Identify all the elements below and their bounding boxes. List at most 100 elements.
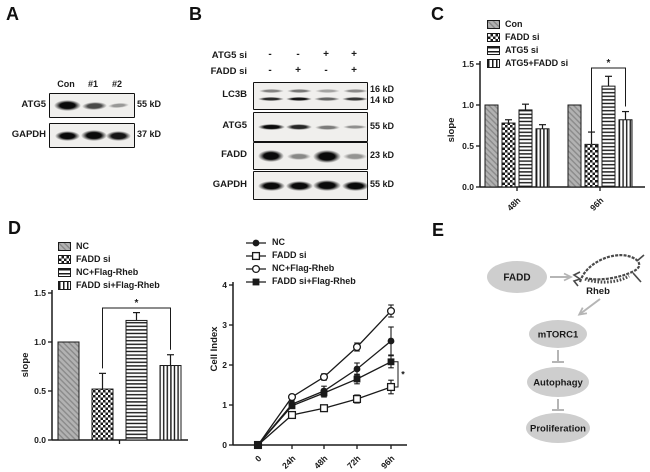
open-square-marker [319,404,329,413]
protein-band [285,180,313,191]
panel-b-letter: B [189,4,202,24]
legend-label: FADD si [505,32,540,42]
condition-sign: + [295,65,301,76]
filled-square-legend-marker [246,278,266,285]
x-axis-tick-label: 72h [345,453,362,470]
significance-star: * [135,298,139,309]
open-square-marker [386,382,396,392]
x-axis-tick-label: 96h [379,453,396,470]
legend-label: FADD si [272,250,307,260]
open-square-marker [352,394,362,404]
protein-band [107,102,129,109]
x-axis-tick-label: 48h [312,453,329,470]
molecular-weight-label: 55 kD [370,179,395,189]
panel-a-letter: A [6,4,19,24]
panel-c-letter: C [431,4,444,24]
legend-item: NC+Flag-Rheb [245,264,356,273]
significance-star: * [607,58,611,69]
significance-bracket [394,361,399,388]
hatch-pattern-swatch [58,242,71,251]
protein-band [286,124,312,130]
condition-sign: + [323,49,329,60]
filled-square-marker [254,441,262,449]
significance-bracket [591,67,626,143]
filled-circle-legend-marker [246,239,266,246]
vlines-pattern-swatch [58,281,71,290]
legend-label: FADD si+Flag-Rheb [76,280,160,290]
significance-bracket [102,307,171,369]
molecular-weight-label: 16 kD [370,84,395,94]
bar-atg5-fadd-si [618,119,633,188]
y-axis-tick-label: 0.5 [34,386,46,396]
protein-band [342,89,368,93]
condition-sign: - [268,65,272,76]
open-circle-marker [352,342,362,352]
y-axis-tick-label: 1.0 [462,100,474,110]
bar-nc [57,341,80,441]
blot-target-label: GAPDH [11,128,46,140]
lane-label: #2 [111,79,122,89]
panel-b-western-blot: ATG5 si - - + + FADD si - + - + LC3B 16 kD 14 kD ATG5… [185,0,420,210]
condition-sign: - [268,49,272,60]
bar-atg5-fadd-si [535,128,550,188]
proliferation-node-label: Proliferation [530,424,586,435]
y-axis-tick-label: 1.0 [34,337,46,347]
open-square-marker [251,251,261,260]
protein-band [81,130,107,141]
proliferation-node-shape [526,413,590,443]
protein-band [343,152,367,160]
legend-label: FADD si [76,254,111,264]
legend-item: FADD si [58,255,160,264]
rheb-to-mtorc1-arrow [580,298,601,314]
x-axis-tick-label: 96h [588,195,605,212]
blot-box-fadd [253,142,368,170]
protein-band [314,124,340,130]
panel-a-western-blot: Con #1 #2 ATG5 55 kD GAPDH 37 kD [0,0,180,210]
protein-band [258,96,284,102]
protein-band [314,96,340,102]
bar-fadd-si [584,143,599,188]
open-square-marker [287,410,297,420]
legend-label: NC+Flag-Rheb [272,263,335,273]
legend-item: ATG5+FADD si [487,59,568,68]
molecular-weight-label: 37 kD [137,129,162,139]
open-circle-marker [319,372,329,382]
mtorc1-node-shape [529,320,587,348]
legend-label: ATG5+FADD si [505,58,569,68]
open-circle-marker [386,306,396,316]
blot-target-label: LC3B [222,89,247,100]
legend-item: NC [58,242,160,251]
rheb-node-label: Rheb [586,286,610,297]
autophagy-to-proliferation-inhibition [552,399,564,411]
legend-item: NC [245,238,356,247]
blot-box-gapdh [49,123,135,148]
open-circle-marker [251,264,261,273]
panel-c-legend: Con FADD si ATG5 si ATG5+FADD si [487,20,568,68]
lane-label: Con [57,79,75,89]
condition-label: ATG5 si [211,50,247,61]
y-axis-tick-label: 1.5 [462,59,474,69]
y-axis-tick-label: 2 [222,360,227,370]
condition-sign: + [351,65,357,76]
filled-square-marker [353,375,361,383]
condition-label: FADD si [210,66,247,77]
molecular-weight-label: 55 kD [137,99,162,109]
legend-item: ATG5 si [487,46,568,55]
y-axis-tick-label: 0.0 [34,435,46,445]
legend-label: FADD si+Flag-Rheb [272,276,356,286]
y-axis-title: Cell Index [209,326,220,372]
bar-con [567,104,582,188]
condition-sign: - [324,65,328,76]
blot-box-atg5 [49,93,135,118]
legend-label: ATG5 si [505,45,539,55]
protein-band [313,180,341,191]
significance-star: * [401,369,405,379]
y-axis-tick-label: 1 [222,400,227,410]
y-axis-title: slope [446,118,457,143]
x-axis-tick-label: 24h [280,453,297,470]
filled-square-marker [288,402,296,410]
y-axis-tick-label: 3 [222,320,227,330]
blot-target-label: ATG5 [21,98,46,110]
molecular-weight-label: 23 kD [370,149,395,160]
